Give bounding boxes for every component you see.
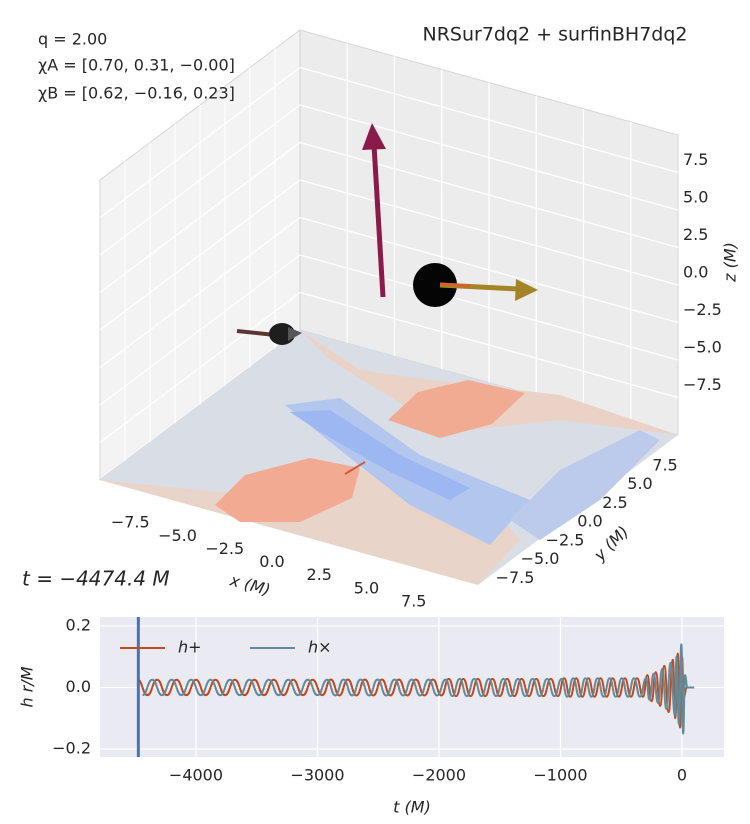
z-tick-label: 7.5: [683, 150, 708, 169]
y-tick-label: 5.0: [627, 474, 652, 493]
annotation: χB = [0.62, −0.16, 0.23]: [38, 84, 235, 103]
time-label: t = −4474.4 M: [22, 567, 170, 591]
arrow-head: [362, 123, 386, 150]
spin-arrow: [371, 144, 386, 298]
lines: [136, 617, 695, 757]
x-axis-label: x (M): [227, 570, 272, 599]
annotation: χA = [0.70, 0.31, −0.00]: [38, 56, 235, 75]
z-tick-label: 2.5: [683, 225, 708, 244]
contour-band: [510, 430, 660, 540]
spin-arrow: [236, 329, 276, 337]
grid-line: [299, 141, 679, 249]
grid-line: [99, 291, 301, 444]
z-tick-label: 0.0: [683, 263, 708, 282]
x-tick-label: −1000: [533, 766, 587, 785]
grid-line: [99, 104, 301, 256]
grid-line: [99, 141, 301, 294]
contour-streak: [344, 461, 366, 475]
z-axis-label: z (M): [721, 242, 740, 283]
floor-contour: [100, 330, 678, 585]
arrow-head: [515, 279, 538, 301]
x-axis-label: t (M): [393, 798, 431, 817]
grid-line: [299, 291, 679, 399]
contour-core: [290, 410, 470, 500]
y-axis-label: h r/M: [18, 666, 37, 707]
grid-line: [299, 216, 679, 324]
x-tick-label: −2000: [412, 766, 466, 785]
series-line: [137, 652, 695, 729]
x-tick-label: −2.5: [205, 539, 244, 558]
black-hole: [413, 263, 457, 307]
grid-line: [99, 66, 301, 219]
x-tick-label: 2.5: [307, 565, 332, 584]
annotation: q = 2.00: [38, 30, 107, 49]
x-tick-label: 0.0: [259, 552, 284, 571]
y-tick-label: 0.0: [577, 512, 602, 531]
ticks-3d: −7.5−5.0−2.50.02.55.07.5−7.5−5.0−2.50.02…: [111, 150, 722, 610]
z-tick-label: −7.5: [683, 375, 722, 394]
spin-arrow: [439, 282, 471, 288]
grid-line: [99, 216, 301, 369]
arrow-head: [288, 327, 302, 341]
y-tick-label: −5.0: [521, 549, 560, 568]
z-tick-label: −2.5: [683, 300, 722, 319]
legend: h+ h×: [120, 638, 332, 657]
title: NRSur7dq2 + surfinBH7dq2: [422, 24, 687, 46]
grid-line: [99, 254, 301, 406]
x-tick-label: −4000: [169, 766, 223, 785]
x-tick-label: −5.0: [158, 526, 197, 545]
y-tick-label: −0.2: [52, 739, 91, 758]
x-tick-label: 7.5: [401, 591, 426, 610]
x-tick-label: 0: [677, 766, 687, 785]
y-tick-label: 0.0: [66, 677, 91, 696]
x-tick-label: −7.5: [111, 513, 150, 532]
y-tick-label: 2.5: [602, 493, 627, 512]
legend-label: h×: [308, 638, 332, 657]
contour-lobe: [215, 458, 360, 522]
x-tick-label: 5.0: [354, 578, 379, 597]
grid-line: [299, 66, 679, 174]
binary: [236, 123, 538, 345]
x-tick-label: −3000: [290, 766, 344, 785]
y-tick-label: −2.5: [546, 530, 585, 549]
contour-band: [300, 330, 678, 435]
y-tick-label: −7.5: [496, 568, 535, 587]
z-tick-label: 5.0: [683, 188, 708, 207]
grid-line: [299, 254, 679, 361]
grid-line: [299, 104, 679, 211]
y-tick-label: 7.5: [652, 455, 677, 474]
series-line: [142, 643, 695, 735]
grid-line: [99, 179, 301, 331]
legend-label: h+: [178, 638, 202, 657]
contour-lobe: [388, 380, 525, 438]
panes: [99, 29, 679, 481]
y-tick-label: 0.2: [66, 615, 91, 634]
grid-line: [299, 179, 679, 286]
z-tick-label: −5.0: [683, 338, 722, 357]
